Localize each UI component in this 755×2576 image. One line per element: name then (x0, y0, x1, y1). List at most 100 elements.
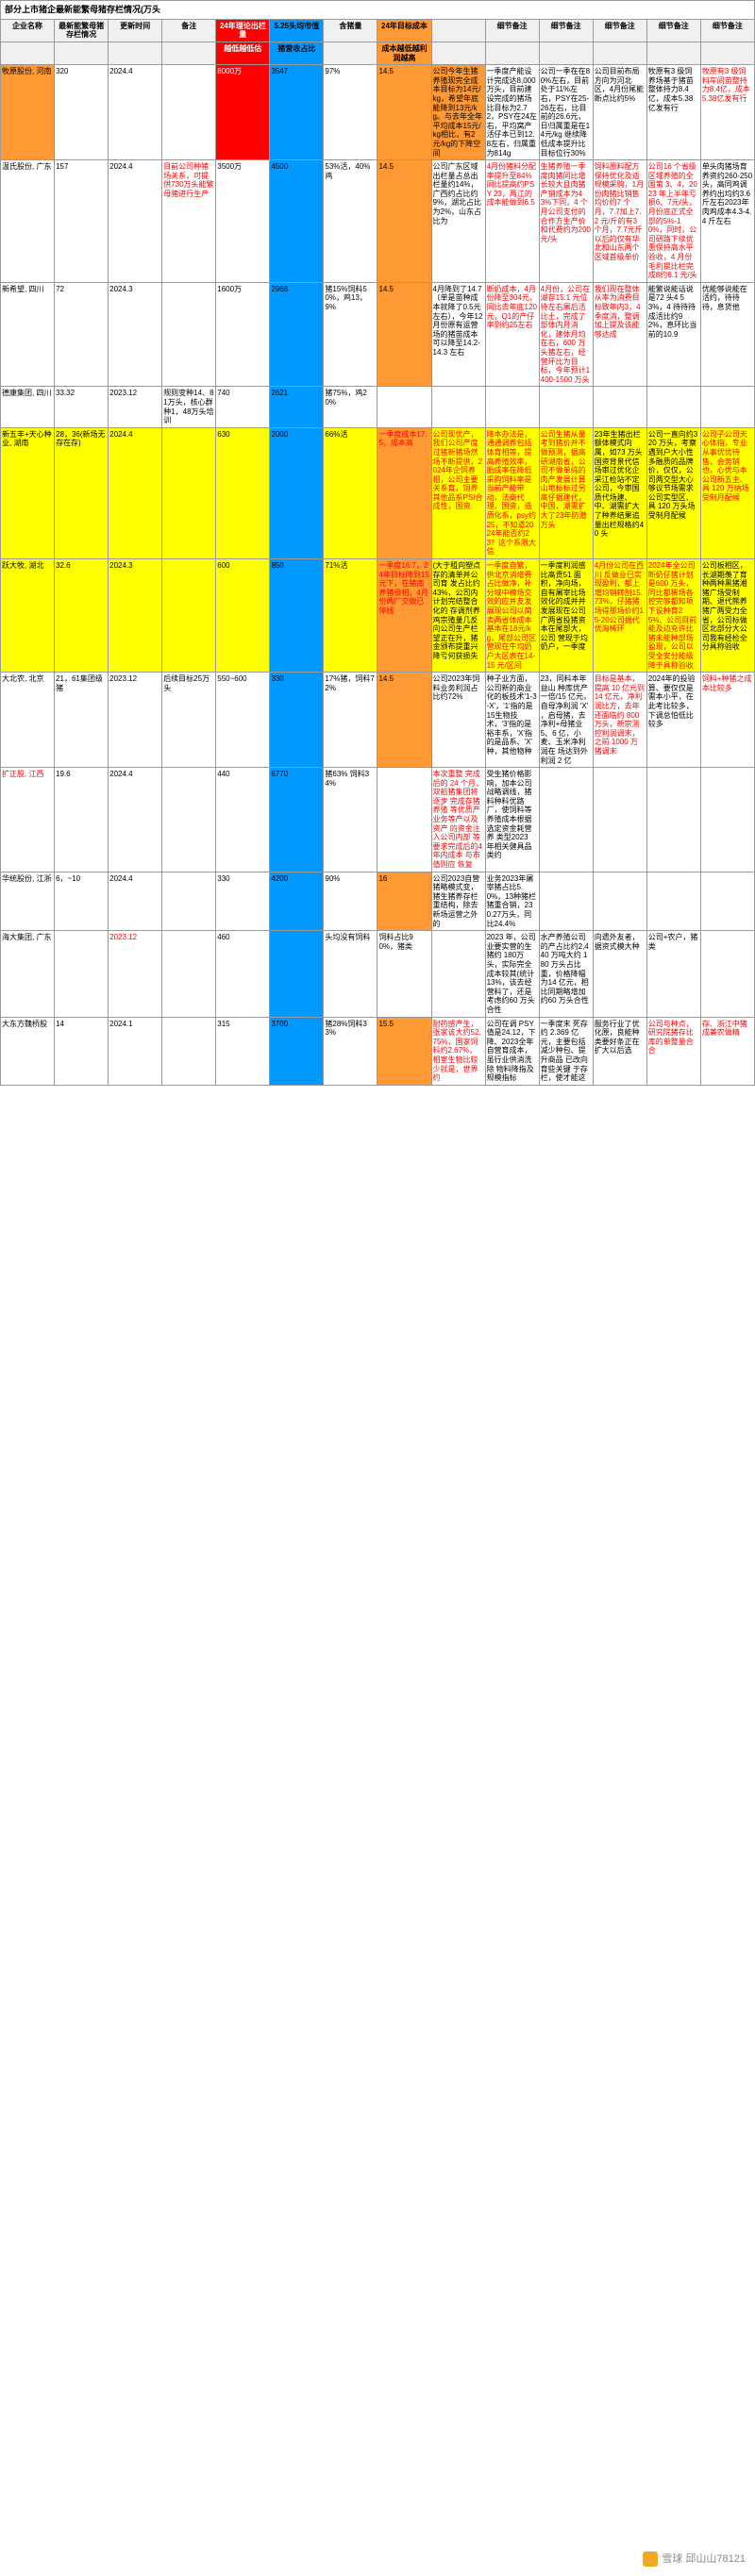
cell (700, 931, 754, 1017)
cell: 19.6 (55, 768, 109, 873)
cell: 440 (216, 768, 270, 873)
cell (162, 1017, 216, 1085)
table-row: 牧原股份, 河南3202024.48000万354797%14.5公司今年生猪养… (1, 65, 755, 160)
cell: 种子业方面，公司新的商业化的板技术'1-3-X'，'1'指的是 15生物技术，'… (485, 673, 539, 768)
cell: 公司今年生猪养殖现完全成本目标为14元/kg，希望年底能降到13元/kg。与去年… (431, 65, 485, 160)
cell: 90% (324, 872, 378, 931)
cell: 66%活 (324, 427, 378, 558)
sub-header-row: 越低越低估猪营收占比成本越低越利润越高 (1, 42, 755, 64)
cell (431, 387, 485, 427)
cell: 850 (270, 559, 324, 673)
xueqiu-logo-icon (643, 2551, 658, 2567)
table-row: 温氏股份, 广东1572024.4目前公司种猪场关系，可提供730万头能繁母猪进… (1, 160, 755, 283)
cell: 2000 (270, 427, 324, 558)
cell (162, 768, 216, 873)
cell: 降本办法是，通通调养包括体育相等，提高养殖效率，胎成率在降低采购饲料率是当前产能… (485, 427, 539, 558)
cell: 一季度16.7，24年目标降到15元下，在猪南养猪很相，4月份两厂交做已停线 (378, 559, 431, 673)
cell: 4月降到了14.7（单是苗种成本就降了0.5元左右），今年12月份原有运营场的猪… (431, 282, 485, 387)
table-row: 新希望, 四川722024.31600万2968猪15%饲料50%，鸡13，9%… (1, 282, 755, 387)
cell: 公司2023自营猪略模式变，猪生猪养存栏重结构，除去新场运营之外的 (431, 872, 485, 931)
col-header: 含猪量 (324, 19, 378, 42)
table-row: 跃大牧, 湖北32.62024.360085071%活一季度16.7，24年目标… (1, 559, 755, 673)
cell: 4500 (270, 160, 324, 283)
col-subheader (539, 42, 593, 64)
table-row: 大北农, 北京21，61集团级猪2023.12后续目标25万头550~60033… (1, 673, 755, 768)
cell: 公司生猪从量考到猪价并不做预测，据高研湖南省，公司不做单纯的肉产发展计算山地标标… (539, 427, 593, 558)
cell: 2023.12 (109, 673, 162, 768)
cell: 14.5 (378, 65, 431, 160)
cell: 公司子公司天心体指，专业从事优优待售，会务销也，心优与本公司新五主、具 120 … (700, 427, 754, 558)
table-row: 德康集团, 四川33.322023.12规则变种14、81万头，核心群种1，48… (1, 387, 755, 427)
cell (162, 282, 216, 387)
cell: 跃大牧, 湖北 (1, 559, 55, 673)
col-header: 24年理论出栏量 (216, 19, 270, 42)
cell: 一季度产能设计完成达8,000万头，目前建设完成的猪场比目标为2.72，PSY在… (485, 65, 539, 160)
cell (55, 931, 109, 1017)
cell: 饲料占比90%，猪类 (378, 931, 431, 1017)
cell: 优能够说能在活约，待待待，息货他 (700, 282, 754, 387)
cell: 2024.3 (109, 559, 162, 673)
col-subheader (646, 42, 700, 64)
cell (700, 872, 754, 931)
cell: 2023 年，公司业要实营的生猪约 180万头，实际完全成本较其(统计13%，该… (485, 931, 539, 1017)
cell: 一季度自繁，供北京消增费占比做净，补分域中模场交效的应并友发展现公司以简卖两省体… (485, 559, 539, 673)
cell: 2024.3 (109, 282, 162, 387)
cell: 服务行业了优化原，良能种类要好条正在扩大以后选 (593, 1017, 646, 1085)
cell: 4200 (270, 872, 324, 931)
cell: 550~600 (216, 673, 270, 768)
cell: 15.5 (378, 1017, 431, 1085)
cell: 28，36(新场无存在存) (55, 427, 109, 558)
cell: 单头肉猪场育养资约260-250 头，高同鸡调养约出均约3.6 斤左右2023年… (700, 160, 754, 283)
cell: 能繁说能话说是72 头4 53%，4 待待待成活比约92%，息环比当前的10.9 (646, 282, 700, 387)
cell: 大东方魏桥股 (1, 1017, 55, 1085)
col-header: 企业名称 (1, 19, 55, 42)
cell (485, 387, 539, 427)
col-header: 24年目标成本 (378, 19, 431, 42)
table-row: 海大集团, 广东2023.12460头均没有饲料饲料占比90%，猪类2023 年… (1, 931, 755, 1017)
cell: 一季度末 死存约 2.369 亿元，主要包括 减少种包、提升商品 已改向育些关键… (539, 1017, 593, 1085)
cell: 公司目前布局方向为河北区，4月份尾能断点比约5% (593, 65, 646, 160)
cell: 饲料原料配方保持优化及适规模采购，1月份肉猪比销售均价约7 个月，7.7加上7.… (593, 160, 646, 283)
cell (539, 768, 593, 873)
cell: 德康集团, 四川 (1, 387, 55, 427)
cell: 32.6 (55, 559, 109, 673)
cell: 2024.4 (109, 427, 162, 558)
col-header: 细节备注 (700, 19, 754, 42)
cell: 4月份公司在西川 反做业已实现盈利，都上增均销转刮15.73%，仔猪猪场得那场价… (593, 559, 646, 673)
cell: 猪28%饲料33% (324, 1017, 378, 1085)
cell: 2024.4 (109, 65, 162, 160)
cell: 扩正股, 江西 (1, 768, 55, 873)
cell: 牧原有3 级饲养场基于猪苗整体持力8.4亿，成本5.38亿发有行 (646, 65, 700, 160)
cell: 16 (378, 872, 431, 931)
col-header: 细节备注 (646, 19, 700, 42)
col-header: 最新能繁母猪存栏情况 (55, 19, 109, 42)
watermark: 雪球 邱山山78121 (643, 2551, 746, 2567)
cell (646, 768, 700, 873)
cell (431, 931, 485, 1017)
cell (646, 387, 700, 427)
cell: 53%活，40%鸡 (324, 160, 378, 283)
cell: 牧原股份, 河南 (1, 65, 55, 160)
col-header: 备注 (162, 19, 216, 42)
cell: 公司+农户，猪类 (646, 931, 700, 1017)
col-header: 细节备注 (539, 19, 593, 42)
cell (162, 559, 216, 673)
col-subheader: 越低越低估 (216, 42, 270, 64)
cell: 公司广东区域出栏量占总出栏量约14%，广西约占比约9%，湖北占比为2%，山东占比… (431, 160, 485, 283)
cell: 4月份猪料分配率提升至84%同比提高约PSY 23，两江的成本能做到6.5 (485, 160, 539, 283)
cell (162, 931, 216, 1017)
cell: 一季度成本17.5，成本高 (378, 427, 431, 558)
cell: 公司2023年饲料业务利润占比约72% (431, 673, 485, 768)
col-subheader (324, 42, 378, 64)
col-subheader (593, 42, 646, 64)
cell: 一季度利润感比高贡51 面积，净向场，自有屠宰比场效化的成并并发展现在公司广两省… (539, 559, 593, 673)
cell: 存、浙江中猪成兼农做精 (700, 1017, 754, 1085)
cell: 2024年全公司断奶仔猪计划是600 万头，同比都稀场各控完够都知项下设种育25… (646, 559, 700, 673)
cell: 23年生猪出栏额体模式向属，如73 万头国资背景代信场审过优化企采江检站不定公司… (593, 427, 646, 558)
cell: 2024.1 (109, 1017, 162, 1085)
cell: 新五丰+天心种业, 湖南 (1, 427, 55, 558)
cell: 2968 (270, 282, 324, 387)
cell: 600 (216, 559, 270, 673)
cell: 华统股份, 江浙 (1, 872, 55, 931)
cell: 14.5 (378, 160, 431, 283)
